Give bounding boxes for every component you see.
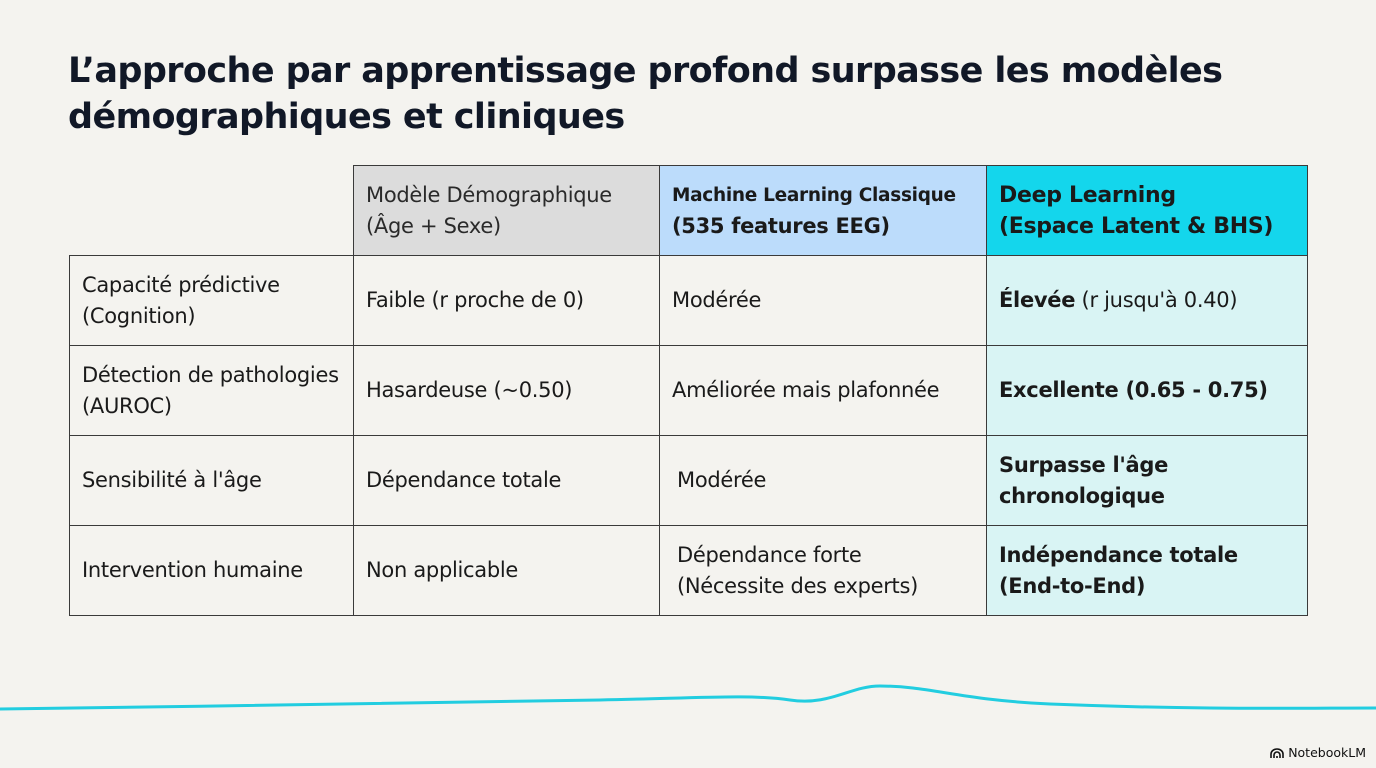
cell-bold: Élevée (999, 288, 1076, 312)
cell-deep-learning: Excellente (0.65 - 0.75) (986, 345, 1308, 436)
header-deep-learning: Deep Learning (Espace Latent & BHS) (986, 165, 1308, 256)
row-label: Intervention humaine (69, 525, 354, 616)
header-line: (Âge + Sexe) (366, 213, 501, 238)
cell-demographic: Hasardeuse (~0.50) (353, 345, 660, 436)
cell-classic-ml: Modérée (659, 255, 987, 346)
row-label: Capacité prédictive (Cognition) (69, 255, 354, 346)
cell-bold: Surpasse l'âge chronologique (999, 452, 1169, 508)
header-classic-ml: Machine Learning Classique (535 features … (659, 165, 987, 256)
row-label: Sensibilité à l'âge (69, 435, 354, 526)
header-demographic: Modèle Démographique (Âge + Sexe) (353, 165, 660, 256)
table-row: Détection de pathologies (AUROC) Hasarde… (69, 345, 1308, 436)
header-line: Machine Learning Classique (672, 185, 956, 206)
cell-demographic: Faible (r proche de 0) (353, 255, 660, 346)
header-line: (Espace Latent & BHS) (999, 213, 1274, 239)
notebooklm-logo-icon (1270, 747, 1284, 758)
header-empty-cell (69, 165, 354, 256)
header-line: Modèle Démographique (366, 182, 612, 207)
brand-name: NotebookLM (1288, 745, 1366, 760)
cell-demographic: Non applicable (353, 525, 660, 616)
cell-bold: Excellente (0.65 - 0.75) (999, 378, 1268, 402)
cell-demographic: Dépendance totale (353, 435, 660, 526)
wave-line (0, 684, 1376, 711)
row-label: Détection de pathologies (AUROC) (69, 345, 354, 436)
table-header-row: Modèle Démographique (Âge + Sexe) Machine… (69, 165, 1308, 256)
cell-deep-learning: Indépendance totale (End-to-End) (986, 525, 1308, 616)
header-line: (535 features EEG) (672, 214, 890, 238)
cell-classic-ml: Améliorée mais plafonnée (659, 345, 987, 436)
cell-classic-ml: Dépendance forte (Nécessite des experts) (659, 525, 987, 616)
comparison-table: Modèle Démographique (Âge + Sexe) Machine… (69, 165, 1308, 616)
header-line: Deep Learning (999, 182, 1176, 208)
table-row: Capacité prédictive (Cognition) Faible (… (69, 255, 1308, 346)
brand-logo: NotebookLM (1270, 745, 1366, 760)
slide-title: L’approche par apprentissage profond sur… (68, 51, 1223, 137)
table-row: Intervention humaine Non applicable Dépe… (69, 525, 1308, 616)
cell-rest: (r jusqu'à 0.40) (1075, 288, 1238, 312)
cell-classic-ml: Modérée (659, 435, 987, 526)
cell-deep-learning: Élevée (r jusqu'à 0.40) (986, 255, 1308, 346)
cell-deep-learning: Surpasse l'âge chronologique (986, 435, 1308, 526)
table-row: Sensibilité à l'âge Dépendance totale Mo… (69, 435, 1308, 526)
decorative-wave (0, 684, 1376, 711)
cell-bold: Indépendance totale (End-to-End) (999, 542, 1238, 598)
